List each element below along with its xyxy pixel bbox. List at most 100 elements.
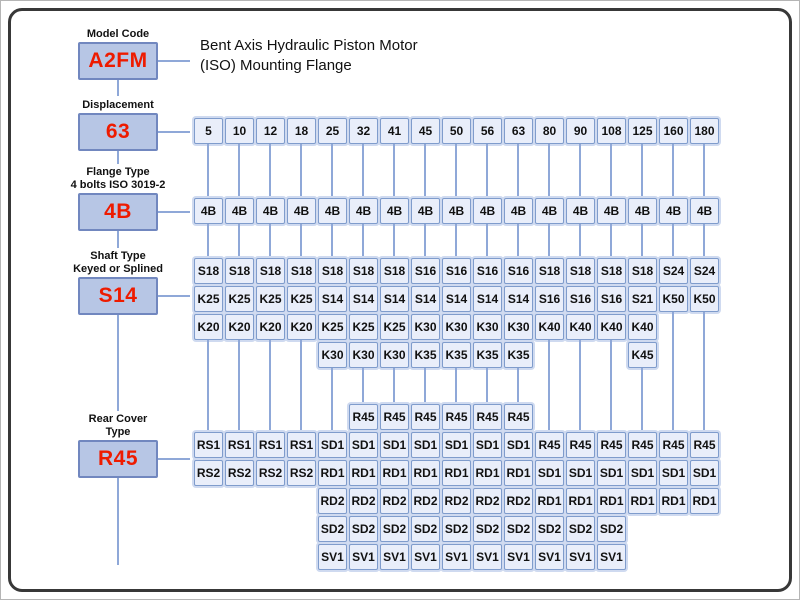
rear-cover-option-RD1: RD1 [628, 488, 657, 514]
rear-cover-option-SD2: SD2 [504, 516, 533, 542]
column-connector-line [610, 340, 612, 432]
shaft-option-S14: S14 [411, 286, 440, 312]
column-connector-line [703, 312, 705, 432]
displacement-option-125: 125 [628, 118, 657, 144]
column-connector-line [455, 224, 457, 258]
rear-cover-option-SD1: SD1 [628, 460, 657, 486]
rear-cover-option-SD1: SD1 [597, 460, 626, 486]
selector-rear-cover-value: R45 [97, 447, 139, 470]
shaft-option-K25: K25 [287, 286, 316, 312]
displacement-option-5: 5 [194, 118, 223, 144]
column-connector-line [548, 224, 550, 258]
rear-cover-option-SV1: SV1 [535, 544, 564, 570]
rear-cover-option-RS2: RS2 [225, 460, 254, 486]
flange-option-4B: 4B [473, 198, 502, 224]
flange-option-4B: 4B [349, 198, 378, 224]
rear-cover-option-R45: R45 [535, 432, 564, 458]
rear-cover-option-R45: R45 [690, 432, 719, 458]
shaft-option-K30: K30 [442, 314, 471, 340]
column-connector-line [362, 144, 364, 198]
shaft-option-K35: K35 [504, 342, 533, 368]
rear-cover-option-SD2: SD2 [442, 516, 471, 542]
displacement-option-63: 63 [504, 118, 533, 144]
rear-cover-option-SD1: SD1 [349, 432, 378, 458]
column-connector-line [672, 312, 674, 432]
column-connector-line [300, 224, 302, 258]
displacement-option-41: 41 [380, 118, 409, 144]
selector-flange-type-label: Flange Type 4 bolts ISO 3019-2 [70, 166, 166, 191]
column-connector-line [486, 224, 488, 258]
rear-cover-option-R45: R45 [566, 432, 595, 458]
rear-cover-option-RD2: RD2 [504, 488, 533, 514]
rear-cover-option-RS1: RS1 [225, 432, 254, 458]
shaft-option-K25: K25 [318, 314, 347, 340]
rear-cover-option-SD1: SD1 [380, 432, 409, 458]
column-connector-line [517, 144, 519, 198]
selector-rear-cover-label: Rear Cover Type [88, 413, 148, 438]
rear-cover-option-RD2: RD2 [380, 488, 409, 514]
shaft-option-K35: K35 [442, 342, 471, 368]
flange-option-4B: 4B [535, 198, 564, 224]
rear-cover-option-RS2: RS2 [287, 460, 316, 486]
rear-cover-option-SV1: SV1 [380, 544, 409, 570]
column-connector-line [269, 144, 271, 198]
rear-cover-option-SV1: SV1 [597, 544, 626, 570]
rear-cover-option-SD1: SD1 [690, 460, 719, 486]
shaft-option-K20: K20 [225, 314, 254, 340]
shaft-option-K30: K30 [318, 342, 347, 368]
connector-line [117, 80, 119, 96]
shaft-option-K20: K20 [256, 314, 285, 340]
column-connector-line [486, 144, 488, 198]
rear-cover-option-R45: R45 [628, 432, 657, 458]
rear-cover-option-SD1: SD1 [566, 460, 595, 486]
outer-frame [8, 8, 792, 592]
shaft-option-K50: K50 [690, 286, 719, 312]
displacement-option-80: 80 [535, 118, 564, 144]
rear-cover-option-RD1: RD1 [504, 460, 533, 486]
flange-option-4B: 4B [194, 198, 223, 224]
column-connector-line [269, 340, 271, 432]
column-connector-line [331, 368, 333, 432]
rear-cover-option-RD1: RD1 [690, 488, 719, 514]
column-connector-line [641, 224, 643, 258]
column-connector-line [300, 144, 302, 198]
shaft-option-S16: S16 [504, 258, 533, 284]
column-connector-line [517, 224, 519, 258]
selector-rear-cover: Rear Cover Type R45 [78, 413, 158, 478]
shaft-option-K40: K40 [628, 314, 657, 340]
displacement-option-12: 12 [256, 118, 285, 144]
column-connector-line [207, 224, 209, 258]
rear-cover-option-RD1: RD1 [318, 460, 347, 486]
column-connector-line [641, 368, 643, 432]
shaft-option-S16: S16 [473, 258, 502, 284]
shaft-option-S18: S18 [318, 258, 347, 284]
flange-option-4B: 4B [504, 198, 533, 224]
rear-cover-option-SD1: SD1 [442, 432, 471, 458]
rear-cover-option-RS1: RS1 [194, 432, 223, 458]
flange-option-4B: 4B [225, 198, 254, 224]
flange-option-4B: 4B [411, 198, 440, 224]
shaft-option-S18: S18 [256, 258, 285, 284]
shaft-option-S18: S18 [349, 258, 378, 284]
rear-cover-option-RD1: RD1 [566, 488, 595, 514]
rear-cover-option-R45: R45 [442, 404, 471, 430]
flange-option-4B: 4B [690, 198, 719, 224]
column-connector-line [455, 144, 457, 198]
column-connector-line [331, 224, 333, 258]
shaft-option-S16: S16 [411, 258, 440, 284]
shaft-option-K25: K25 [349, 314, 378, 340]
title-line-1: Bent Axis Hydraulic Piston Motor [200, 37, 418, 54]
shaft-option-S14: S14 [349, 286, 378, 312]
rear-cover-option-SD1: SD1 [473, 432, 502, 458]
column-connector-line [455, 368, 457, 404]
column-connector-line [393, 368, 395, 404]
shaft-option-K40: K40 [597, 314, 626, 340]
selector-shaft-type: Shaft Type Keyed or Splined S14 [73, 250, 163, 315]
displacement-option-160: 160 [659, 118, 688, 144]
column-connector-line [486, 368, 488, 404]
rear-cover-option-SD1: SD1 [535, 460, 564, 486]
connector-line [158, 458, 190, 460]
shaft-option-K25: K25 [256, 286, 285, 312]
displacement-option-90: 90 [566, 118, 595, 144]
column-connector-line [393, 144, 395, 198]
